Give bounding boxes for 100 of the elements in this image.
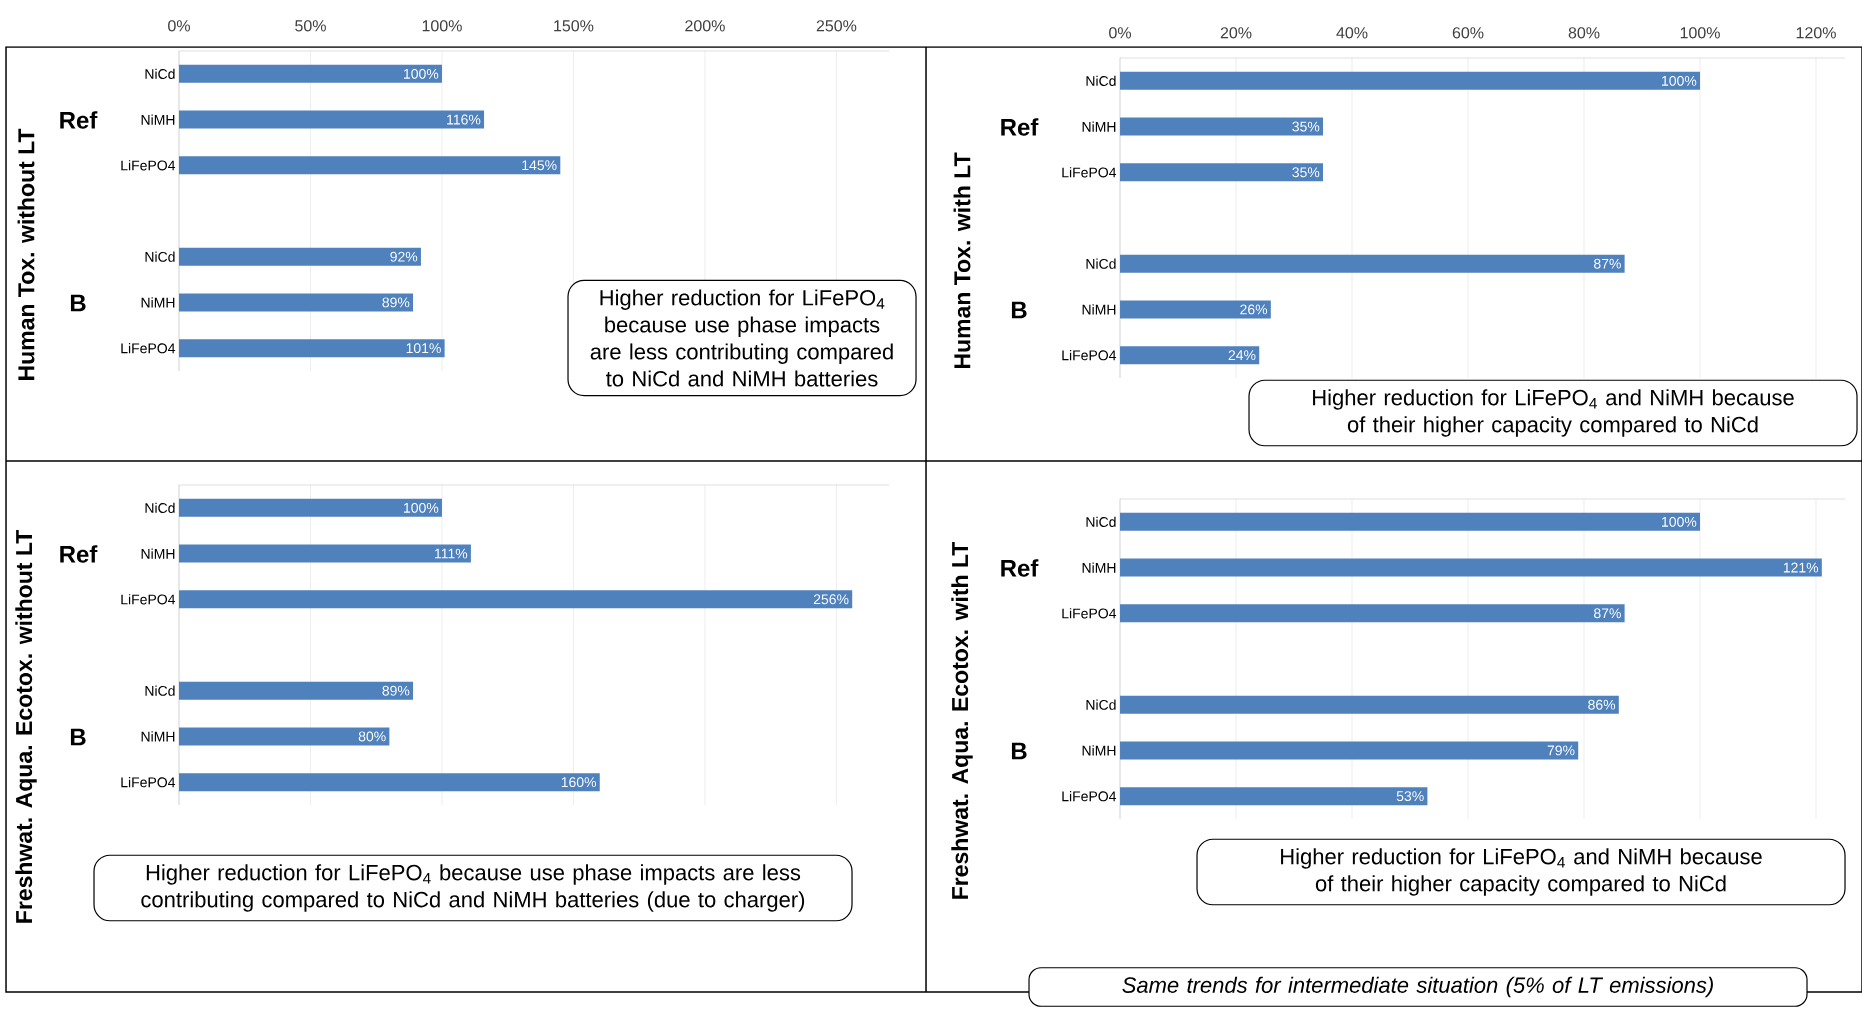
- y-tick-label: LiFePO4: [121, 776, 176, 788]
- x-tick-label: 200%: [685, 20, 725, 32]
- x-tick-label: 150%: [554, 20, 594, 32]
- data-label: 35%: [1292, 167, 1320, 178]
- y-axis-title: Freshwat. Aqua. Ecotox. without LT: [15, 530, 37, 923]
- data-label: 87%: [1594, 608, 1621, 619]
- y-tick-label: NiCd: [145, 251, 175, 262]
- data-label: 24%: [1228, 350, 1256, 361]
- x-tick-label: 60%: [1452, 27, 1484, 39]
- bar: [1120, 787, 1428, 806]
- bar: [1120, 741, 1579, 760]
- data-label: 92%: [390, 251, 418, 262]
- data-label: 26%: [1240, 304, 1268, 315]
- text: Ref: [60, 111, 98, 129]
- x-tick-label: 80%: [1568, 27, 1600, 39]
- y-axis-title: Freshwat. Aqua. Ecotox. with LT: [951, 541, 973, 899]
- data-label: 35%: [1292, 121, 1320, 132]
- bar: [1120, 695, 1619, 714]
- text: Ref: [1001, 559, 1039, 577]
- data-label: 100%: [404, 502, 439, 513]
- x-tick-label: 100%: [422, 20, 462, 32]
- bar: [1120, 346, 1260, 365]
- data-label: 101%: [406, 343, 441, 354]
- y-tick-label: NiMH: [141, 297, 175, 308]
- data-label: 89%: [382, 297, 410, 308]
- y-tick-label: NiCd: [145, 685, 175, 696]
- y-tick-label: NiCd: [145, 68, 175, 79]
- y-tick-label: NiMH: [141, 731, 175, 742]
- data-label: 121%: [1783, 562, 1819, 573]
- bar: [179, 156, 561, 175]
- text: Higher reduction for LiFePO$_{4}$ and NiMH because of their higher capacity compared to NiCd: [1281, 848, 1762, 896]
- data-label: 100%: [404, 68, 439, 79]
- y-tick-label: NiMH: [1082, 745, 1116, 756]
- data-label: 86%: [1588, 699, 1616, 710]
- bar: [1120, 254, 1625, 273]
- y-tick-label: LiFePO4: [1062, 167, 1117, 178]
- y-tick-label: NiCd: [1086, 258, 1116, 269]
- y-tick-label: LiFePO4: [1062, 349, 1117, 361]
- data-label: 160%: [561, 777, 597, 788]
- bar: [179, 247, 421, 266]
- bar: [1120, 163, 1324, 182]
- text: B: [1011, 742, 1027, 760]
- data-label: 116%: [447, 114, 481, 125]
- y-tick-label: NiMH: [1082, 304, 1116, 315]
- y-tick-label: LiFePO4: [121, 160, 176, 171]
- text: B: [70, 728, 86, 746]
- bar: [179, 590, 853, 609]
- y-tick-label: LiFePO4: [121, 594, 176, 605]
- bar: [179, 727, 390, 746]
- data-label: 100%: [1662, 516, 1697, 527]
- bar: [1120, 558, 1822, 577]
- bar: [179, 773, 600, 792]
- y-tick-label: NiCd: [145, 502, 175, 513]
- data-label: 100%: [1662, 75, 1697, 86]
- x-tick-label: 120%: [1796, 27, 1836, 39]
- y-tick-label: NiCd: [1086, 699, 1116, 710]
- y-tick-label: LiFePO4: [1062, 608, 1117, 619]
- y-tick-label: NiMH: [1082, 562, 1116, 573]
- x-tick-label: 0%: [1109, 27, 1132, 39]
- data-label: 87%: [1594, 258, 1621, 269]
- text: Ref: [1001, 118, 1039, 136]
- bar: [179, 64, 442, 83]
- y-tick-label: LiFePO4: [1062, 790, 1117, 802]
- data-label: 53%: [1396, 791, 1424, 802]
- bar: [179, 339, 445, 358]
- y-tick-label: NiMH: [141, 114, 175, 125]
- text: Higher reduction for LiFePO$_{4}$ and NiMH because of their higher capacity compared to NiCd: [1313, 389, 1794, 437]
- text: B: [1011, 301, 1027, 319]
- x-tick-label: 100%: [1680, 27, 1720, 39]
- text: Ref: [60, 545, 98, 563]
- bar: [179, 681, 414, 700]
- bar: [179, 110, 485, 129]
- bar: [1120, 512, 1701, 531]
- y-tick-label: LiFePO4: [121, 342, 176, 354]
- y-tick-label: NiCd: [1086, 516, 1116, 527]
- x-tick-label: 0%: [168, 20, 191, 32]
- y-tick-label: NiCd: [1086, 75, 1116, 86]
- data-label: 79%: [1547, 745, 1575, 756]
- text: Same trends for intermediate situation (5% of LT emissions): [1122, 976, 1713, 998]
- text: B: [70, 294, 86, 312]
- bar: [179, 293, 414, 312]
- data-label: 111%: [435, 548, 468, 559]
- data-label: 145%: [522, 160, 557, 171]
- data-label: 80%: [358, 731, 386, 742]
- bar: [179, 498, 442, 517]
- x-tick-label: 40%: [1336, 27, 1368, 39]
- y-axis-title: Human Tox. with LT: [953, 152, 971, 369]
- x-tick-label: 250%: [816, 20, 857, 32]
- text: Higher reduction for LiFePO$_{4}$ because use phase impacts are less contributing compared to NiCd and NiMH batteries (due to charger): [141, 864, 805, 912]
- data-label: 89%: [382, 685, 410, 696]
- bar: [1120, 300, 1271, 319]
- x-tick-label: 50%: [295, 20, 326, 32]
- annotation: Higher reduction for LiFePO$_{4}$ because use phase impacts are less contributing compared to NiCd and NiMH batteries: [590, 289, 893, 387]
- bar: [1120, 117, 1324, 136]
- x-tick-label: 20%: [1220, 27, 1252, 39]
- y-tick-label: NiMH: [141, 548, 175, 559]
- y-tick-label: NiMH: [1082, 121, 1116, 132]
- y-axis-title: Human Tox. without LT: [17, 128, 35, 380]
- data-label: 256%: [813, 594, 849, 605]
- bar: [179, 544, 471, 563]
